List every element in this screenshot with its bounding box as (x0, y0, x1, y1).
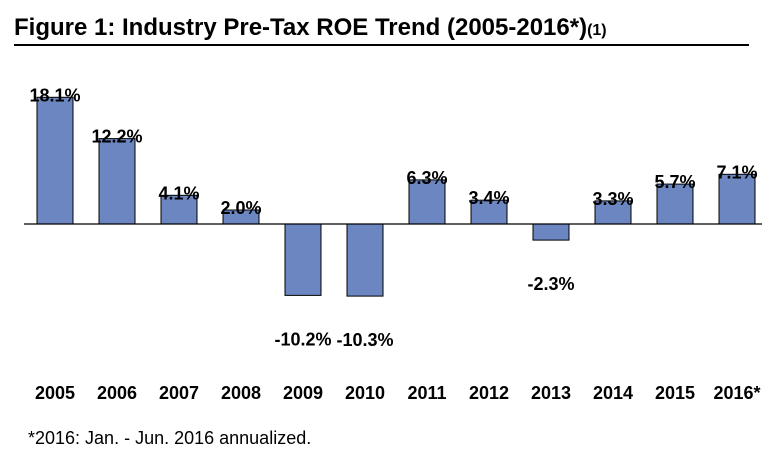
bar-2013 (532, 223, 570, 241)
data-label-2009: -10.2% (274, 329, 331, 349)
x-tick-2005: 2005 (35, 383, 75, 403)
x-tick-2013: 2013 (531, 383, 571, 403)
data-label-2012: 3.4% (468, 188, 509, 208)
x-tick-2016: 2016* (713, 383, 760, 403)
x-tick-2009: 2009 (283, 383, 323, 403)
bar-2016 (718, 173, 756, 225)
chart-title-note: (1) (587, 22, 607, 39)
bar-2010 (346, 223, 384, 297)
bar-2007 (160, 194, 198, 225)
data-label-2007: 4.1% (158, 183, 199, 203)
data-label-2016: 7.1% (716, 162, 757, 182)
bar-chart: 18.1% 12.2% 4.1% 2.0% -10.2% -10.3% 6.3% 3.4% -2… (24, 85, 762, 403)
title-underline (14, 44, 749, 46)
x-tick-2008: 2008 (221, 383, 261, 403)
footnote: *2016: Jan. - Jun. 2016 annualized. (28, 428, 312, 448)
data-labels-group: 18.1% 12.2% 4.1% 2.0% -10.2% -10.3% 6.3% 3.4% -2… (29, 85, 757, 350)
x-tick-2015: 2015 (655, 383, 695, 403)
bars-group (36, 96, 756, 297)
bar-2005 (36, 96, 74, 225)
data-label-2014: 3.3% (592, 189, 633, 209)
x-tick-labels-group: 2005 2006 2007 2008 2009 2010 2011 2012 2013 2014… (35, 383, 761, 403)
data-label-2011: 6.3% (406, 168, 447, 188)
x-tick-2011: 2011 (407, 383, 446, 403)
x-tick-2012: 2012 (469, 383, 509, 403)
bar-2015 (656, 183, 694, 225)
x-tick-2007: 2007 (159, 383, 199, 403)
chart-title-text: Figure 1: Industry Pre-Tax ROE Trend (20… (14, 14, 588, 41)
x-tick-2014: 2014 (593, 383, 633, 403)
data-label-2005: 18.1% (29, 85, 80, 105)
data-label-2010: -10.3% (336, 330, 393, 350)
bar-2006 (98, 138, 136, 225)
bar-2009 (284, 223, 322, 296)
x-tick-2006: 2006 (97, 383, 137, 403)
data-label-2015: 5.7% (654, 172, 695, 192)
x-tick-2010: 2010 (345, 383, 385, 403)
data-label-2008: 2.0% (220, 198, 261, 218)
data-label-2013: -2.3% (527, 274, 574, 294)
chart-title: Figure 1: Industry Pre-Tax ROE Trend (20… (14, 14, 749, 45)
data-label-2006: 12.2% (91, 127, 142, 147)
